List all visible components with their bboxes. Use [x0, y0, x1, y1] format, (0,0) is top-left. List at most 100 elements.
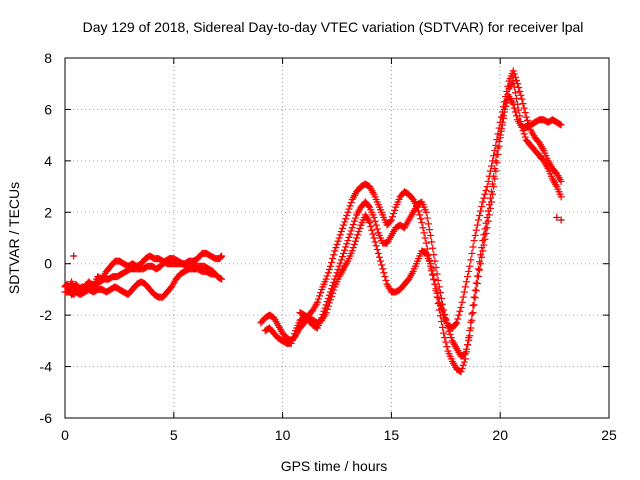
- data-point: [513, 77, 521, 84]
- data-point: [345, 205, 353, 213]
- data-point: [492, 157, 500, 165]
- data-point: [461, 355, 469, 363]
- data-point: [340, 249, 348, 257]
- data-point: [432, 287, 440, 295]
- data-point: [336, 259, 344, 267]
- data-point: [458, 365, 466, 372]
- data-point: [338, 224, 346, 232]
- data-point: [477, 251, 485, 259]
- data-point: [341, 218, 349, 226]
- data-point: [371, 217, 379, 225]
- data-point: [491, 165, 499, 173]
- data-point: [461, 283, 469, 291]
- data-point: [479, 247, 487, 255]
- data-point: [467, 256, 475, 264]
- data-point: [370, 234, 378, 242]
- data-point: [443, 320, 451, 327]
- data-point: [482, 186, 490, 194]
- data-point: [460, 358, 468, 366]
- data-point: [329, 289, 337, 297]
- data-point: [344, 208, 352, 216]
- data-point: [336, 231, 344, 239]
- data-point: [322, 309, 330, 317]
- data-point: [349, 221, 357, 228]
- data-point: [334, 237, 342, 245]
- data-point: [325, 266, 333, 273]
- data-point: [329, 255, 337, 263]
- data-point: [457, 368, 465, 376]
- data-point: [459, 361, 467, 369]
- data-point: [381, 273, 389, 281]
- data-point: [557, 121, 565, 129]
- data-point: [483, 183, 491, 191]
- data-point: [490, 152, 498, 160]
- y-tick-label: -6: [40, 410, 53, 426]
- data-point: [497, 125, 505, 133]
- data-point: [479, 237, 487, 245]
- data-point: [217, 275, 225, 282]
- data-point: [499, 112, 507, 120]
- data-point: [345, 233, 353, 241]
- data-point: [387, 216, 395, 224]
- data-point: [439, 300, 447, 308]
- data-point: [557, 193, 565, 201]
- data-point: [513, 112, 521, 120]
- data-point: [490, 172, 498, 180]
- data-point: [330, 286, 338, 294]
- data-point: [513, 95, 521, 102]
- data-point: [509, 67, 517, 75]
- data-point: [465, 267, 473, 275]
- data-point: [326, 262, 334, 270]
- data-point: [480, 231, 488, 239]
- data-point: [476, 258, 484, 266]
- data-point: [457, 303, 465, 311]
- data-point: [418, 219, 426, 227]
- data-point: [442, 315, 450, 323]
- data-point: [435, 306, 443, 314]
- data-point: [343, 240, 351, 248]
- data-point: [416, 211, 424, 219]
- data-point: [482, 219, 490, 227]
- data-point: [456, 307, 464, 315]
- data-point: [444, 324, 452, 332]
- data-point: [380, 269, 388, 277]
- data-point: [511, 108, 519, 116]
- data-point: [474, 216, 482, 224]
- data-point: [510, 83, 518, 91]
- data-point: [473, 272, 481, 280]
- data-point: [317, 289, 325, 297]
- data-point: [346, 202, 354, 210]
- data-points: [61, 67, 565, 376]
- y-tick-label: -2: [40, 307, 53, 323]
- data-point: [478, 244, 486, 252]
- data-point: [342, 243, 350, 251]
- data-point: [468, 310, 476, 318]
- data-point: [324, 269, 332, 277]
- data-point: [423, 214, 431, 222]
- series-6: [70, 213, 565, 260]
- x-tick-label: 0: [61, 427, 69, 443]
- data-point: [431, 280, 439, 288]
- data-point: [447, 334, 455, 342]
- data-point: [355, 228, 363, 236]
- data-point: [70, 252, 78, 260]
- data-point: [356, 224, 364, 232]
- data-point: [333, 240, 341, 248]
- data-point: [522, 113, 530, 121]
- data-point: [436, 312, 444, 320]
- x-tick-label: 20: [492, 427, 508, 443]
- data-point: [521, 133, 529, 141]
- data-point: [493, 150, 501, 158]
- data-point: [365, 202, 373, 210]
- data-point: [350, 217, 358, 225]
- data-point: [432, 264, 440, 272]
- data-point: [453, 319, 461, 327]
- data-point: [323, 272, 331, 280]
- data-point: [331, 247, 339, 255]
- data-point: [421, 234, 429, 242]
- plot-frame: [64, 57, 610, 419]
- x-axis-label: GPS time / hours: [281, 458, 388, 474]
- data-point: [517, 91, 525, 99]
- data-point: [372, 221, 380, 229]
- chart-title: Day 129 of 2018, Sidereal Day-to-day VTE…: [83, 19, 584, 35]
